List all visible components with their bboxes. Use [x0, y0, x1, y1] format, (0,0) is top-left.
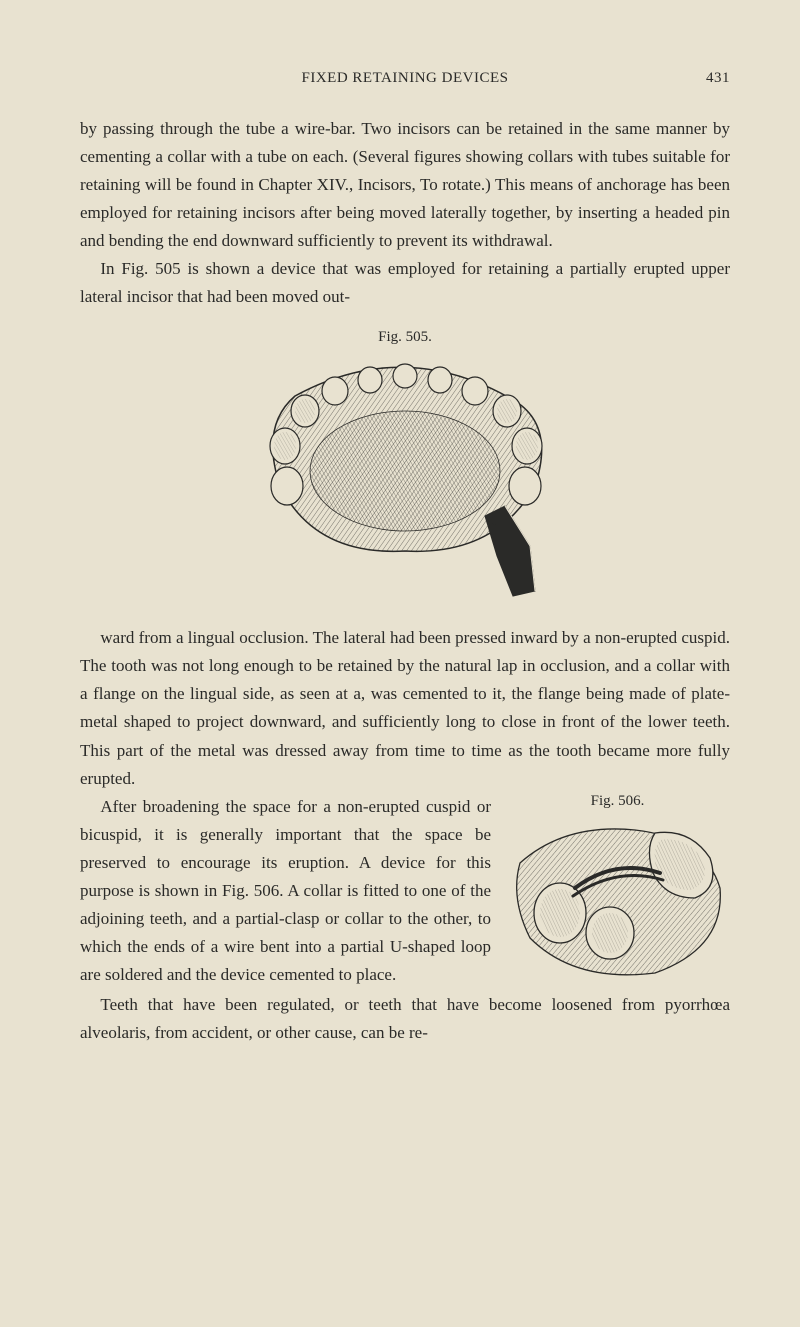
- running-title: FIXED RETAINING DEVICES: [130, 70, 680, 87]
- paragraph-5: Teeth that have been regulated, or teeth…: [80, 991, 730, 1047]
- fig-505-block: a: [80, 356, 730, 606]
- fig-506-engraving: [505, 818, 730, 983]
- fig-505-label-a: a: [490, 509, 500, 531]
- fig-505-caption: Fig. 505.: [80, 329, 730, 346]
- paragraph-3: ward from a lingual occlusion. The later…: [80, 624, 730, 792]
- page-number: 431: [680, 70, 730, 87]
- page: FIXED RETAINING DEVICES 431 by passing t…: [0, 0, 800, 1107]
- running-head: FIXED RETAINING DEVICES 431: [80, 70, 730, 87]
- fig-506-block: Fig. 506.: [505, 793, 730, 983]
- wrap-block: ward from a lingual occlusion. The later…: [80, 624, 730, 990]
- fig-505-device-a: a: [485, 506, 535, 596]
- fig-505-engraving: a: [235, 356, 575, 606]
- fig-506-caption: Fig. 506.: [505, 793, 730, 810]
- paragraph-2: In Fig. 505 is shown a device that was e…: [80, 255, 730, 311]
- paragraph-1: by passing through the tube a wire-bar. …: [80, 115, 730, 255]
